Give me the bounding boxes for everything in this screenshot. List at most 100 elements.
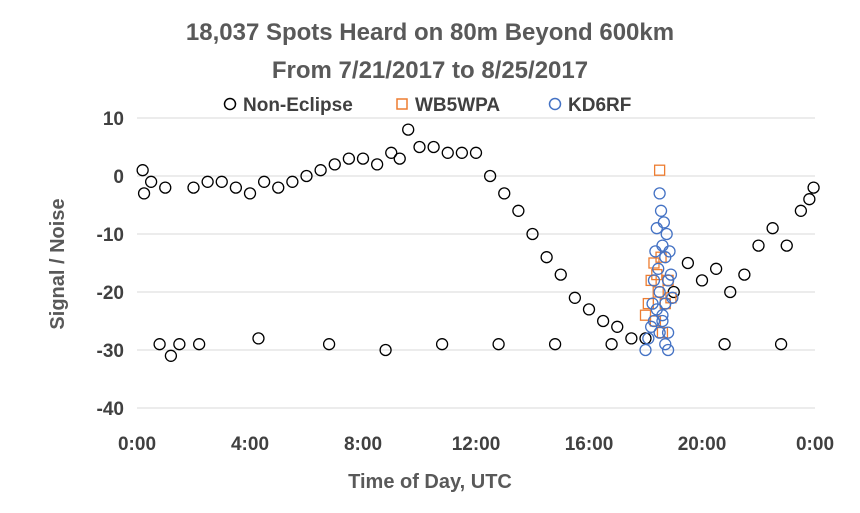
y-axis-label: Signal / Noise xyxy=(47,198,69,329)
data-point xyxy=(653,164,666,176)
data-point xyxy=(322,338,336,351)
data-point xyxy=(695,274,709,287)
data-point xyxy=(661,274,675,287)
data-point xyxy=(654,204,668,217)
series-kd6rf xyxy=(639,187,679,357)
data-point xyxy=(173,338,186,351)
series-non-eclipse xyxy=(136,123,820,362)
data-point xyxy=(153,338,166,351)
data-point xyxy=(548,338,562,351)
data-point xyxy=(645,320,658,333)
data-point xyxy=(652,262,665,275)
data-point xyxy=(738,268,751,281)
data-point xyxy=(709,262,723,275)
data-point xyxy=(653,285,666,299)
data-point xyxy=(215,175,228,188)
data-point xyxy=(718,338,731,351)
data-point xyxy=(639,343,652,357)
data-point xyxy=(342,152,356,165)
data-point xyxy=(136,164,149,177)
data-point xyxy=(413,140,426,154)
legend-label: KD6RF xyxy=(568,95,631,116)
data-point xyxy=(642,297,654,310)
data-point xyxy=(272,181,285,194)
data-point xyxy=(187,181,200,194)
data-point xyxy=(469,146,483,159)
data-point xyxy=(201,175,214,188)
data-point xyxy=(663,245,676,258)
data-point xyxy=(164,349,178,362)
data-point xyxy=(554,268,567,281)
data-point xyxy=(661,343,675,357)
y-tick-label: 10 xyxy=(103,109,124,130)
data-point xyxy=(780,239,793,252)
data-point xyxy=(144,175,158,188)
data-point xyxy=(526,227,539,241)
data-series xyxy=(136,123,820,362)
data-point xyxy=(659,338,672,351)
x-axis-label: Time of Day, UTC xyxy=(348,471,512,493)
data-point xyxy=(656,314,669,328)
data-point xyxy=(370,158,384,171)
data-point xyxy=(455,146,469,159)
data-point xyxy=(807,181,820,194)
x-tick-label: 8:00 xyxy=(344,434,382,455)
x-tick-label: 4:00 xyxy=(231,434,269,455)
data-point xyxy=(582,303,596,316)
data-point xyxy=(605,338,618,351)
data-point xyxy=(314,164,327,177)
x-tick-label: 16:00 xyxy=(565,434,614,455)
data-point xyxy=(385,146,398,159)
legend-label: Non-Eclipse xyxy=(243,95,353,116)
gridlines xyxy=(137,117,815,409)
data-point xyxy=(356,152,370,165)
data-point xyxy=(660,227,673,241)
data-point xyxy=(667,285,680,299)
data-point xyxy=(664,268,678,281)
legend-label: WB5WPA xyxy=(415,95,500,116)
data-point xyxy=(653,326,666,339)
data-point xyxy=(257,175,271,188)
data-point xyxy=(647,314,661,328)
x-tick-label: 0:00 xyxy=(118,434,156,455)
data-point xyxy=(568,291,582,304)
data-point xyxy=(393,152,406,165)
data-point xyxy=(794,204,808,217)
data-point xyxy=(657,216,671,229)
legend-marker xyxy=(548,97,562,111)
data-point xyxy=(379,343,392,357)
data-point xyxy=(647,274,661,287)
data-point xyxy=(774,338,788,351)
data-point xyxy=(137,187,151,200)
data-point xyxy=(661,326,675,339)
data-point xyxy=(243,187,257,200)
x-axis-ticks: 0:00 4:00 8:00 12:00 16:00 20:00 0:00 xyxy=(118,434,834,455)
data-point xyxy=(642,332,655,345)
x-tick-label: 20:00 xyxy=(678,434,727,455)
chart-subtitle: From 7/21/2017 to 8/25/2017 xyxy=(272,57,588,84)
legend-marker xyxy=(396,98,408,110)
data-point xyxy=(427,140,440,154)
data-point xyxy=(402,123,415,136)
data-point xyxy=(286,175,299,188)
data-point xyxy=(512,204,525,217)
data-point xyxy=(653,187,666,200)
data-point xyxy=(441,146,454,159)
data-point xyxy=(192,338,206,351)
data-point xyxy=(483,169,497,183)
data-point xyxy=(159,181,172,194)
data-point xyxy=(681,256,695,270)
data-point xyxy=(540,251,553,264)
data-point xyxy=(651,268,663,281)
data-point xyxy=(656,309,669,322)
data-point xyxy=(300,169,313,183)
y-tick-label: -30 xyxy=(97,341,124,362)
data-point xyxy=(492,338,505,351)
y-tick-label: -40 xyxy=(97,399,124,420)
y-tick-label: -20 xyxy=(97,283,124,304)
data-point xyxy=(435,338,449,351)
y-tick-label: 0 xyxy=(113,167,124,188)
data-point xyxy=(639,309,652,321)
